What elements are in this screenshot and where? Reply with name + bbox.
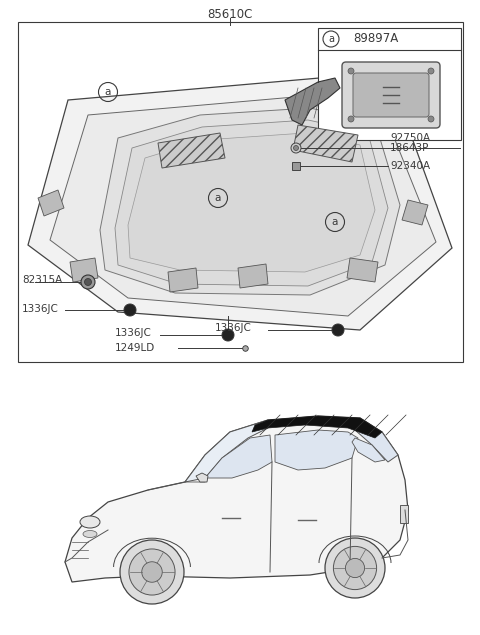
Text: 18643P: 18643P <box>390 143 430 153</box>
Circle shape <box>348 68 354 74</box>
Circle shape <box>346 558 365 578</box>
Polygon shape <box>28 72 452 330</box>
Circle shape <box>325 538 385 598</box>
Circle shape <box>291 143 301 153</box>
Circle shape <box>348 116 354 122</box>
Text: 89897A: 89897A <box>353 32 398 46</box>
Text: 1336JC: 1336JC <box>215 323 252 333</box>
Ellipse shape <box>83 530 97 537</box>
Polygon shape <box>275 430 358 470</box>
Polygon shape <box>238 264 268 288</box>
Text: 92750A: 92750A <box>390 133 430 143</box>
Circle shape <box>129 549 175 595</box>
Circle shape <box>222 329 234 341</box>
Polygon shape <box>355 418 398 462</box>
Circle shape <box>142 562 162 582</box>
Circle shape <box>293 145 299 150</box>
Polygon shape <box>100 108 400 295</box>
Polygon shape <box>128 133 375 272</box>
Polygon shape <box>293 125 358 162</box>
Polygon shape <box>65 416 408 582</box>
Polygon shape <box>205 435 272 478</box>
Text: 1336JC: 1336JC <box>22 304 59 314</box>
Bar <box>292 162 300 170</box>
Bar <box>400 505 408 523</box>
Polygon shape <box>115 120 388 286</box>
Text: a: a <box>105 87 111 97</box>
Polygon shape <box>50 90 436 316</box>
Bar <box>318 28 461 140</box>
Polygon shape <box>347 258 378 282</box>
Polygon shape <box>70 258 98 282</box>
Polygon shape <box>285 78 340 125</box>
Ellipse shape <box>80 516 100 528</box>
Circle shape <box>428 116 434 122</box>
Text: a: a <box>332 217 338 227</box>
Circle shape <box>334 546 377 590</box>
Polygon shape <box>185 420 268 482</box>
Polygon shape <box>196 473 208 482</box>
Text: 85610C: 85610C <box>207 8 252 20</box>
Circle shape <box>120 540 184 604</box>
Text: 1336JC: 1336JC <box>115 328 152 338</box>
Circle shape <box>124 304 136 316</box>
Circle shape <box>428 68 434 74</box>
Polygon shape <box>38 190 64 216</box>
Polygon shape <box>352 438 385 462</box>
Polygon shape <box>252 416 382 438</box>
FancyBboxPatch shape <box>342 62 440 128</box>
Text: a: a <box>215 193 221 203</box>
Polygon shape <box>168 268 198 292</box>
Circle shape <box>332 324 344 336</box>
Circle shape <box>84 279 92 286</box>
Text: 1249LD: 1249LD <box>115 343 155 353</box>
Bar <box>18 22 463 362</box>
Polygon shape <box>158 133 225 168</box>
Text: a: a <box>328 34 334 44</box>
FancyBboxPatch shape <box>353 73 429 117</box>
Text: 92340A: 92340A <box>390 161 430 171</box>
Text: 82315A: 82315A <box>22 275 62 285</box>
Circle shape <box>81 275 95 289</box>
Polygon shape <box>402 200 428 225</box>
